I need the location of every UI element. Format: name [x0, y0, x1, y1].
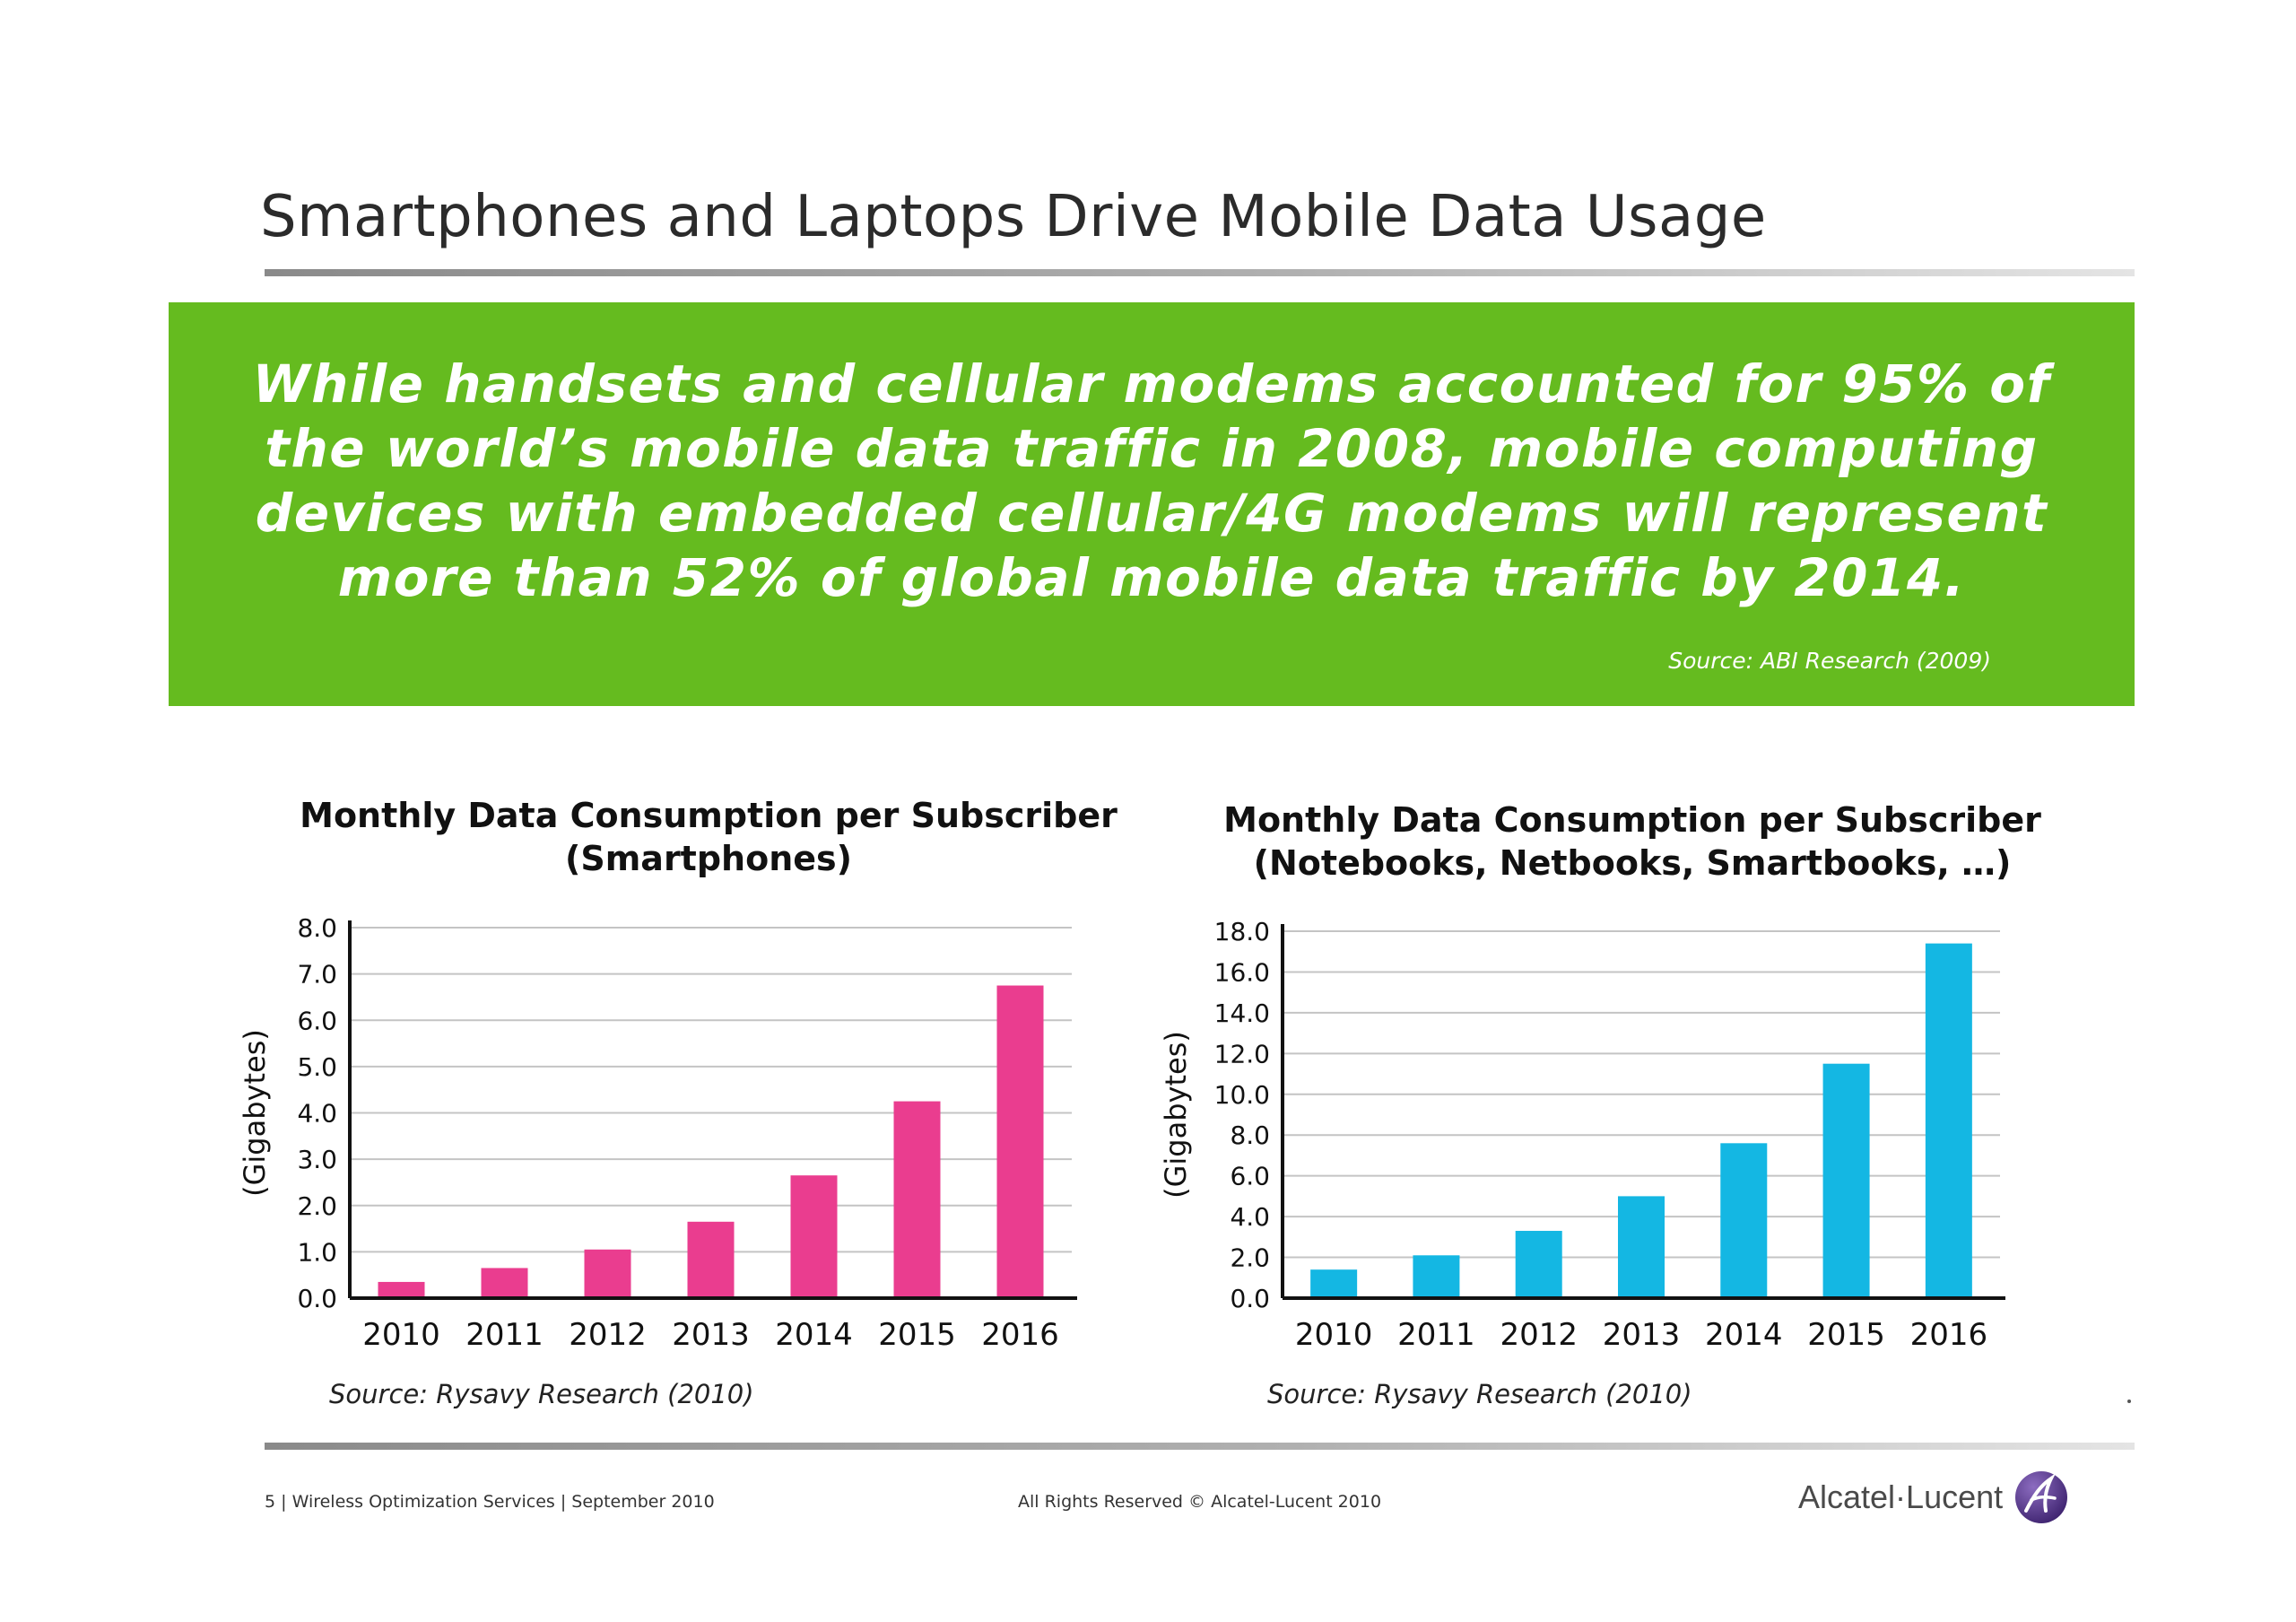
- chart1-xtick-label: 2016: [981, 1317, 1059, 1353]
- chart2-ytick-label: 16.0: [1214, 957, 1270, 987]
- chart1-ytick-label: 0.0: [297, 1284, 337, 1313]
- bottom-divider: [265, 1443, 2135, 1450]
- chart1-xtick-label: 2015: [878, 1317, 956, 1353]
- chart2-xtick-label: 2016: [1910, 1317, 1988, 1353]
- quote-source: Source: ABI Research (2009): [1668, 648, 1991, 674]
- chart2-source: Source: Rysavy Research (2010): [1267, 1379, 1692, 1409]
- chart1-bar: [790, 1175, 838, 1298]
- chart1-bar: [996, 985, 1044, 1298]
- chart1-bar: [584, 1249, 631, 1298]
- quote-line: While handsets and cellular modems accou…: [252, 353, 2051, 414]
- chart1-smartphones: 0.0 1.0 2.0 3.0 4.0 5.0 6.0 7.0 8.0 2010 2011 2012 2…: [238, 913, 1077, 1353]
- chart1-ylabel: (Gigabytes): [238, 1029, 272, 1197]
- chart1-ytick-label: 5.0: [297, 1052, 337, 1082]
- chart2-bar: [1822, 1063, 1870, 1298]
- chart1-title-block: Monthly Data Consumption per Subscriber …: [296, 794, 1121, 880]
- chart2-bar: [1310, 1269, 1358, 1298]
- chart1-xtick-label: 2010: [362, 1317, 440, 1353]
- chart1-ytick-label: 7.0: [297, 960, 337, 990]
- chart1-ytick-label: 2.0: [297, 1191, 337, 1221]
- chart2-ytick-label: 8.0: [1230, 1121, 1270, 1150]
- logo-text: Alcatel·Lucent: [1798, 1478, 2004, 1515]
- chart2-subtitle: (Notebooks, Netbooks, Smartbooks, …): [1253, 843, 2012, 883]
- chart2-ytick-label: 10.0: [1214, 1080, 1270, 1110]
- slide-title: Smartphones and Laptops Drive Mobile Dat…: [260, 184, 1767, 250]
- company-logo: Alcatel·Lucent: [1798, 1469, 2069, 1525]
- chart2-xtick-label: 2012: [1500, 1317, 1578, 1353]
- chart1-bar: [893, 1101, 941, 1298]
- chart1-xtick-label: 2013: [672, 1317, 750, 1353]
- chart1-bar: [687, 1221, 735, 1298]
- chart1-ytick-label: 3.0: [297, 1145, 337, 1174]
- chart2-ytick-label: 18.0: [1214, 917, 1270, 946]
- chart1-ytick-label: 4.0: [297, 1099, 337, 1129]
- chart2-ytick-label: 4.0: [1230, 1202, 1270, 1232]
- chart2-bar: [1413, 1255, 1460, 1298]
- chart2-notebooks: 0.0 2.0 4.0 6.0 8.0 10.0 12.0 14.0 16.0 18.0 2010 2…: [1159, 917, 2005, 1353]
- chart1-title: Monthly Data Consumption per Subscriber: [300, 796, 1118, 835]
- chart2-bar: [1720, 1143, 1768, 1298]
- chart2-ytick-label: 0.0: [1230, 1284, 1270, 1313]
- chart1-ytick-label: 1.0: [297, 1237, 337, 1267]
- chart1-xtick-label: 2011: [465, 1317, 544, 1353]
- chart2-xtick-label: 2013: [1603, 1317, 1681, 1353]
- chart2-xtick-label: 2014: [1705, 1317, 1783, 1353]
- chart1-ytick-label: 8.0: [297, 913, 337, 943]
- quote-text: While handsets and cellular modems accou…: [231, 352, 2072, 610]
- chart2-ytick-label: 2.0: [1230, 1243, 1270, 1273]
- chart2-ytick-label: 12.0: [1214, 1039, 1270, 1068]
- chart2-ytick-label: 14.0: [1214, 998, 1270, 1028]
- stray-mark: [2127, 1400, 2131, 1403]
- quote-line: the world’s mobile data traffic in 2008,…: [265, 418, 2039, 479]
- chart1-bar: [378, 1281, 425, 1298]
- quote-banner: While handsets and cellular modems accou…: [169, 302, 2135, 706]
- chart1-subtitle: (Smartphones): [564, 839, 853, 878]
- chart1-source: Source: Rysavy Research (2010): [329, 1379, 754, 1409]
- chart2-title-block: Monthly Data Consumption per Subscriber …: [1184, 798, 2081, 885]
- footer-page-info: 5 | Wireless Optimization Services | Sep…: [265, 1492, 715, 1512]
- chart1-xtick-label: 2014: [775, 1317, 853, 1353]
- alcatel-lucent-a-icon: [2015, 1471, 2068, 1523]
- chart1-bar: [481, 1268, 528, 1298]
- chart2-title: Monthly Data Consumption per Subscriber: [1223, 800, 2041, 840]
- chart2-xtick-label: 2011: [1397, 1317, 1475, 1353]
- chart2-ylabel: (Gigabytes): [1159, 1031, 1193, 1199]
- chart2-bar: [1618, 1196, 1665, 1298]
- quote-line: more than 52% of global mobile data traf…: [337, 547, 1966, 608]
- chart1-ytick-label: 6.0: [297, 1006, 337, 1035]
- quote-line: devices with embedded cellular/4G modems…: [255, 483, 2048, 544]
- top-divider: [265, 269, 2135, 276]
- chart1-xtick-label: 2012: [569, 1317, 647, 1353]
- chart2-bar: [1515, 1231, 1562, 1298]
- footer-copyright: All Rights Reserved © Alcatel-Lucent 201…: [1018, 1492, 1382, 1512]
- chart2-xtick-label: 2015: [1807, 1317, 1885, 1353]
- chart2-xtick-label: 2010: [1295, 1317, 1373, 1353]
- chart2-bar: [1925, 943, 1972, 1298]
- chart2-ytick-label: 6.0: [1230, 1162, 1270, 1191]
